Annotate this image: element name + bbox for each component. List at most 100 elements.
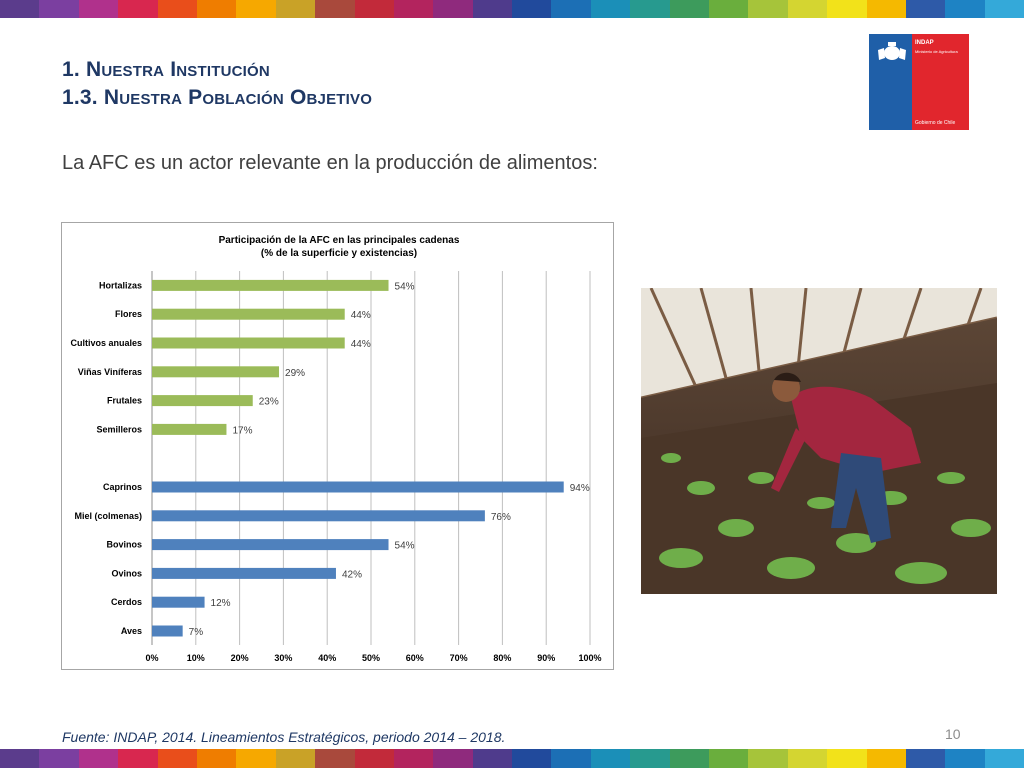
category-label: Viñas Viníferas [78, 367, 142, 377]
bar-value-label: 12% [211, 598, 231, 609]
source-footnote: Fuente: INDAP, 2014. Lineamientos Estrat… [62, 729, 506, 745]
category-label: Frutales [107, 396, 142, 406]
x-tick-label: 30% [274, 653, 292, 663]
stripe-segment [630, 749, 670, 768]
category-label: Semilleros [96, 424, 142, 434]
stripe-segment [118, 749, 158, 768]
stripe-segment [275, 0, 316, 18]
stripe-segment [905, 749, 946, 768]
stripe-segment [866, 0, 906, 18]
stripe-segment [590, 0, 631, 18]
stripe-segment [118, 0, 158, 18]
stripe-segment [827, 0, 867, 18]
bar-value-label: 17% [232, 425, 252, 436]
bar-value-label: 76% [491, 512, 511, 523]
stripe-segment [236, 749, 276, 768]
stripe-segment [472, 0, 513, 18]
stripe-segment [315, 0, 355, 18]
bar [152, 366, 280, 378]
stripe-segment [393, 0, 434, 18]
stripe-segment [0, 0, 40, 18]
stripe-segment [709, 749, 749, 768]
stripe-segment [866, 749, 906, 768]
category-label: Caprinos [103, 482, 142, 492]
bar [152, 596, 205, 608]
stripe-segment [630, 0, 670, 18]
x-tick-label: 50% [362, 653, 380, 663]
category-label: Hortalizas [99, 280, 142, 290]
stripe-segment [748, 749, 788, 768]
stripe-segment [512, 749, 552, 768]
bar-value-label: 7% [189, 627, 204, 638]
bar [152, 308, 345, 320]
bar [152, 423, 227, 435]
x-tick-label: 60% [406, 653, 424, 663]
stripe-segment [669, 749, 710, 768]
page-number: 10 [945, 726, 961, 742]
x-tick-label: 70% [450, 653, 468, 663]
bar-value-label: 44% [351, 310, 371, 321]
chile-emblem-icon [878, 42, 906, 60]
category-label: Aves [121, 626, 142, 636]
stripe-segment [984, 0, 1024, 18]
x-tick-label: 20% [231, 653, 249, 663]
stripe-segment [984, 749, 1024, 768]
stripe-segment [945, 749, 985, 768]
x-tick-label: 100% [578, 653, 601, 663]
bar-value-label: 54% [395, 281, 415, 292]
x-tick-label: 10% [187, 653, 205, 663]
category-label: Miel (colmenas) [74, 511, 142, 521]
stripe-segment [472, 749, 513, 768]
logo-ministry: Ministerio de Agricultura [915, 49, 958, 54]
stripe-segment [551, 0, 591, 18]
bar-value-label: 54% [395, 541, 415, 552]
bar-value-label: 23% [259, 397, 279, 408]
stripe-segment [551, 749, 591, 768]
stripe-segment [157, 749, 197, 768]
stripe-segment [669, 0, 710, 18]
stripe-segment [827, 749, 867, 768]
category-label: Cultivos anuales [70, 338, 142, 348]
stripe-segment [78, 0, 119, 18]
stripe-segment [709, 0, 749, 18]
stripe-segment [787, 749, 828, 768]
title-line-1: 1. Nuestra Institución [62, 58, 270, 81]
bottom-color-stripe [0, 749, 1024, 768]
stripe-segment [354, 749, 394, 768]
chart-x-ticks: 0% 10% 20% 30% 40% 50% 60% 70% 80% 90% 100% [145, 653, 601, 663]
stripe-segment [354, 0, 394, 18]
chart-title-line-2: (% de la superficie y existencias) [261, 248, 417, 259]
stripe-segment [748, 0, 788, 18]
title-line-2: 1.3. Nuestra Población Objetivo [62, 86, 373, 109]
stripe-segment [39, 0, 79, 18]
stripe-segment [196, 749, 237, 768]
bar [152, 539, 389, 551]
bar [152, 337, 345, 349]
chart-title-line-1: Participación de la AFC en las principal… [219, 235, 460, 246]
bar-chart: Participación de la AFC en las principal… [70, 235, 601, 663]
category-label: Bovinos [106, 540, 142, 550]
logo-red-panel: INDAP Ministerio de Agricultura Gobierno… [912, 34, 969, 130]
bar [152, 625, 183, 637]
logo-government: Gobierno de Chile [915, 120, 956, 126]
stripe-segment [39, 749, 79, 768]
stripe-segment [157, 0, 197, 18]
stripe-segment [433, 0, 473, 18]
logo-name: INDAP [915, 40, 934, 46]
bar [152, 567, 336, 579]
logo-blue-panel [869, 34, 912, 130]
x-tick-label: 40% [318, 653, 336, 663]
stripe-segment [433, 749, 473, 768]
stripe-segment [905, 0, 946, 18]
x-tick-label: 90% [537, 653, 555, 663]
chart-bars: Hortalizas 54% Flores 44% Cultivos anuales 44… [70, 279, 590, 638]
top-color-stripe [0, 0, 1024, 18]
bar [152, 481, 564, 493]
stripe-segment [590, 749, 631, 768]
bar-value-label: 44% [351, 339, 371, 350]
bar-value-label: 94% [570, 483, 590, 494]
chart-grid [151, 271, 591, 645]
bar [152, 279, 389, 291]
bar [152, 395, 253, 407]
stripe-segment [236, 0, 276, 18]
